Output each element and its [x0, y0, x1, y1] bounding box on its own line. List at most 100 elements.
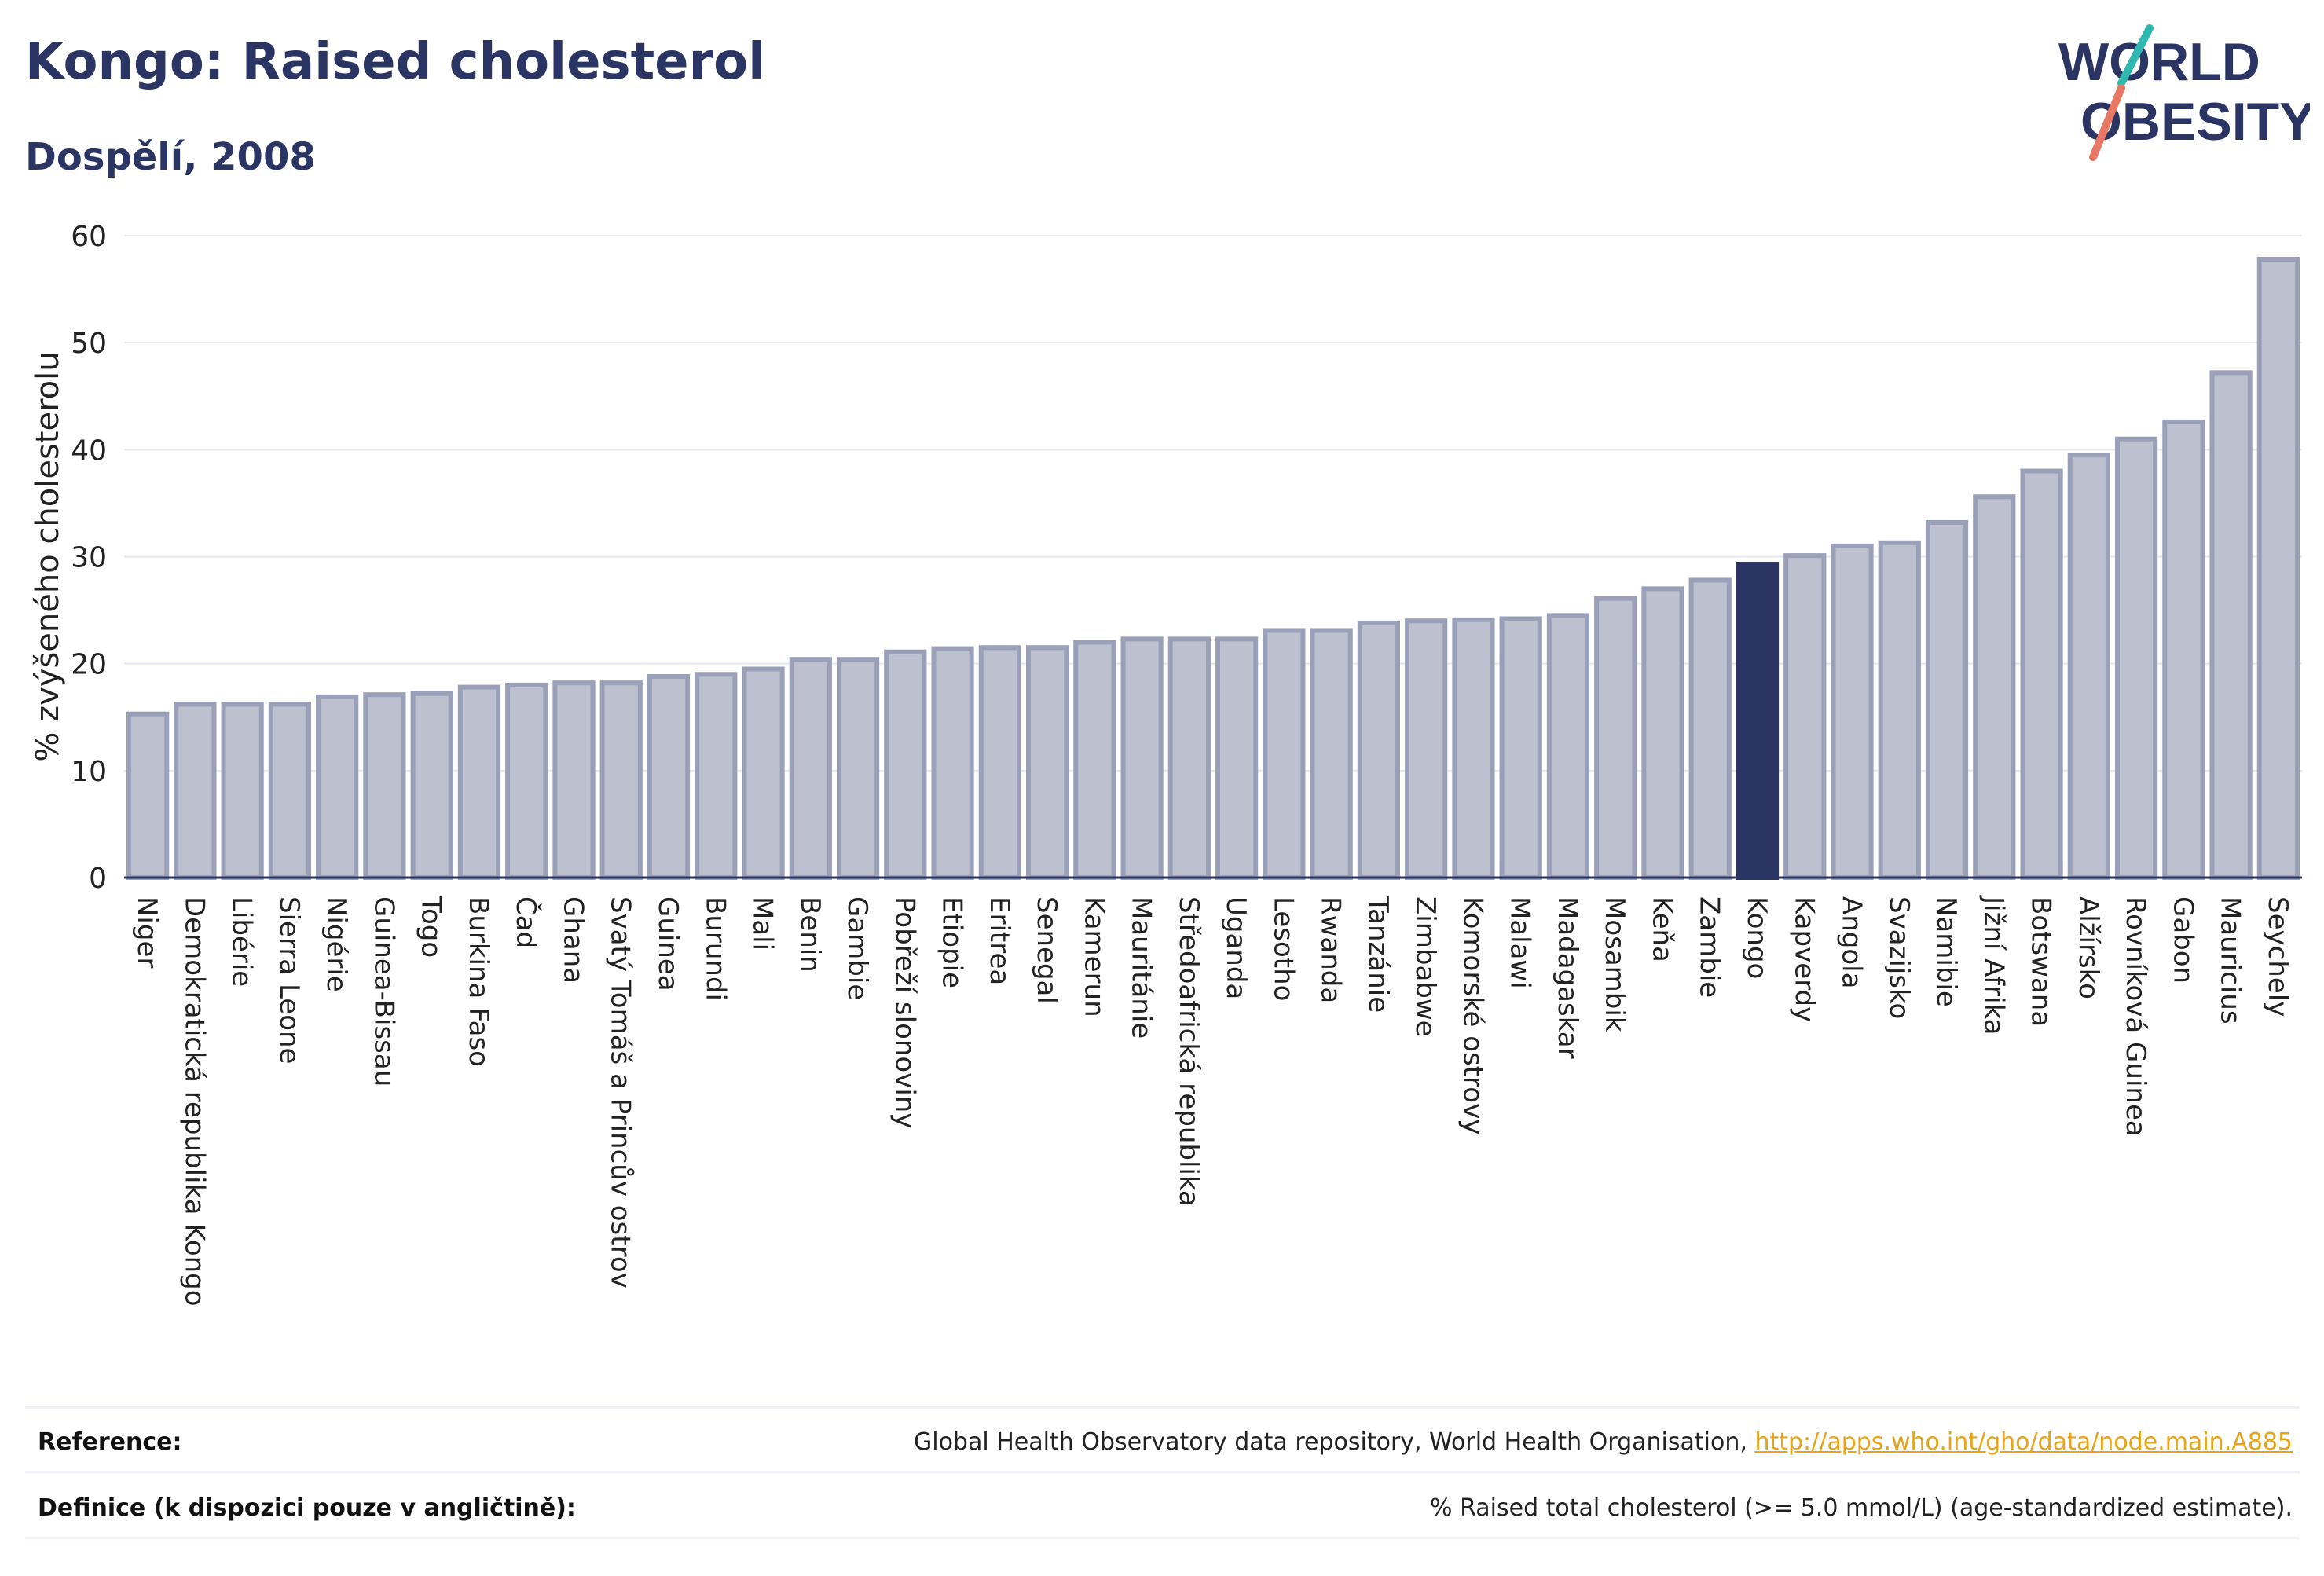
x-tick-label: Seychely: [2262, 896, 2293, 1017]
y-tick-label: 0: [89, 863, 107, 895]
x-tick-label: Benin: [794, 896, 826, 973]
bar: [1546, 613, 1590, 880]
x-tick-label: Angola: [1836, 896, 1868, 988]
logo-line1: WORLD: [2058, 32, 2260, 92]
bar: [1167, 636, 1211, 880]
y-tick-label: 40: [71, 434, 107, 467]
bar: [268, 702, 312, 880]
x-tick-label: Gabon: [2167, 896, 2198, 984]
x-tick-label: Madagaskar: [1552, 896, 1583, 1059]
y-axis-title: % zvýšeného cholesterolu: [30, 351, 66, 761]
bar: [1973, 494, 2016, 880]
x-tick-label: Botswana: [2025, 896, 2057, 1027]
y-tick-label: 60: [71, 221, 107, 253]
reference-text: Global Health Observatory data repositor…: [914, 1428, 1747, 1456]
bar: [1357, 620, 1401, 880]
bar: [2067, 453, 2110, 880]
bar: [1215, 636, 1259, 880]
bar: [2162, 419, 2205, 880]
bar: [1263, 628, 1306, 881]
bar: [599, 680, 643, 881]
bar: [505, 682, 548, 881]
bar: [1688, 577, 1732, 880]
bar: [2209, 370, 2253, 880]
bar: [363, 692, 406, 881]
x-tick-label: Mauricius: [2215, 896, 2246, 1024]
reference-label: Reference:: [38, 1428, 182, 1456]
y-tick-label: 30: [71, 542, 107, 574]
chart-title: Kongo: Raised cholesterol: [25, 33, 766, 91]
x-tick-label: Mali: [747, 896, 779, 951]
x-tick-label: Libérie: [226, 896, 258, 987]
footer-divider-middle: [25, 1471, 2300, 1473]
bar: [1736, 562, 1780, 880]
x-tick-label: Svazijsko: [1883, 896, 1915, 1019]
bar: [2020, 468, 2063, 880]
bar: [2114, 436, 2158, 880]
world-obesity-logo: WORLD OBESITY: [2058, 24, 2310, 161]
bar: [1925, 519, 1969, 881]
bar: [174, 702, 217, 880]
bar: [1499, 616, 1542, 881]
x-tick-label: Svatý Tomáš a Princův ostrov: [605, 896, 636, 1288]
logo-slash-teal: [2117, 24, 2154, 87]
chart-subtitle: Dospělí, 2008: [25, 135, 316, 179]
x-tick-label: Demokratická republika Kongo: [178, 896, 210, 1307]
x-tick-label: Kamerun: [1078, 896, 1109, 1017]
logo-slash-coral: [2089, 84, 2125, 161]
reference-link[interactable]: http://apps.who.int/gho/data/node.main.A…: [1754, 1428, 2293, 1456]
x-tick-label: Kongo: [1741, 896, 1772, 979]
bar: [316, 694, 359, 881]
bar: [1073, 640, 1116, 881]
bar: [978, 645, 1021, 880]
x-tick-label: Guinea: [652, 896, 684, 991]
x-tick-label: Namibie: [1930, 896, 1962, 1007]
y-tick-label: 50: [71, 328, 107, 360]
x-tick-label: Tanzánie: [1362, 896, 1394, 1013]
x-tick-label: Mauritánie: [1126, 896, 1157, 1039]
bar: [457, 684, 501, 881]
bar: [1452, 617, 1495, 880]
x-tick-label: Zambie: [1694, 896, 1725, 998]
x-tick-label: Uganda: [1220, 896, 1252, 999]
x-tick-label: Sierra Leone: [273, 896, 305, 1064]
definition-label: Definice (k dispozici pouze v angličtině…: [38, 1494, 576, 1522]
definition-value: % Raised total cholesterol (>= 5.0 mmol/…: [1430, 1494, 2293, 1522]
bar: [552, 680, 596, 881]
bar: [410, 691, 453, 880]
bar: [789, 657, 832, 880]
y-tick-label: 20: [71, 649, 107, 681]
bar: [1120, 636, 1164, 880]
x-tick-label: Čad: [510, 896, 542, 948]
x-tick-label: Alžírsko: [2073, 896, 2104, 999]
bar: [1310, 628, 1353, 881]
x-tick-label: Eritrea: [984, 896, 1015, 985]
footer-divider-bottom: [25, 1537, 2300, 1539]
x-tick-label: Burkina Faso: [463, 896, 494, 1067]
bar: [1878, 540, 1921, 880]
bar: [1641, 586, 1684, 880]
x-tick-label: Rwanda: [1315, 896, 1347, 1003]
bar: [742, 666, 785, 880]
reference-value: Global Health Observatory data repositor…: [914, 1428, 2293, 1456]
bar: [1783, 553, 1827, 880]
bar: [884, 649, 927, 881]
bar: [836, 657, 880, 880]
x-tick-label: Ghana: [557, 896, 588, 984]
x-tick-label: Senegal: [1031, 896, 1062, 1004]
x-tick-label: Jižní Afrika: [1978, 895, 2009, 1035]
y-tick-label: 10: [71, 756, 107, 788]
bar: [1594, 596, 1637, 880]
bar: [1025, 645, 1069, 880]
x-tick-label: Burundi: [699, 896, 731, 1001]
x-tick-label: Rovníková Guinea: [2120, 896, 2151, 1137]
x-tick-label: Mosambik: [1599, 896, 1630, 1032]
x-tick-label: Kapverdy: [1788, 896, 1820, 1022]
bar: [1405, 618, 1448, 880]
x-tick-label: Etiopie: [937, 896, 968, 988]
bar: [931, 646, 974, 880]
x-tick-label: Gambie: [841, 896, 873, 1000]
bar-chart: 0 10 20 30 40 50 60 Niger Demokratická republika…: [30, 221, 2302, 1307]
bar: [647, 674, 691, 880]
bar: [1831, 543, 1874, 881]
